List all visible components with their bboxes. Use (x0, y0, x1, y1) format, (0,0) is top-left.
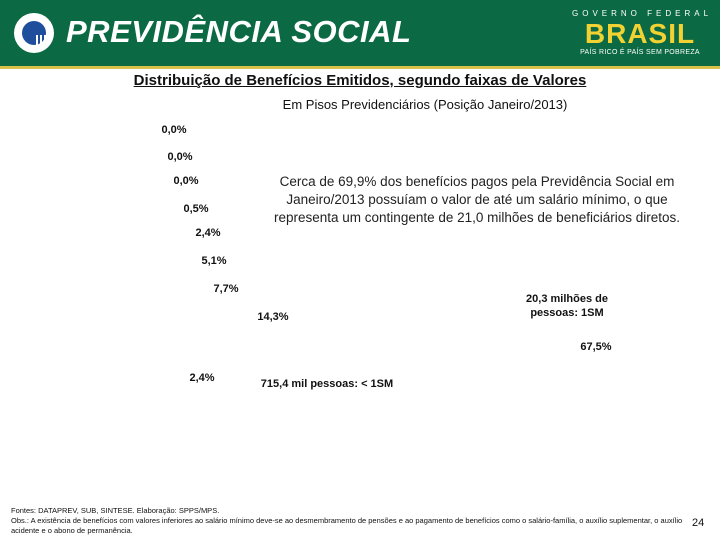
pie-slice-label-9: 2,4% (189, 372, 214, 384)
pie-slice-label-4: 2,4% (195, 227, 220, 239)
pie-slice-label-6: 0,0% (173, 175, 198, 187)
pie-slice-label-3: 5,1% (201, 255, 226, 267)
pie-slice-label-7: 0,0% (167, 151, 192, 163)
previdencia-logo-icon (14, 13, 54, 53)
footer: Fontes: DATAPREV, SUB, SINTESE. Elaboraç… (11, 506, 691, 536)
header-divider (0, 66, 720, 69)
pie-chart: 67,5% 14,3% 7,7% 5,1% 2,4% 0,5% 0,0% 0,0% 0,0% 2,… (161, 124, 611, 384)
pie-slice-label-2: 7,7% (213, 283, 238, 295)
pie-slice-label-0: 67,5% (580, 341, 611, 353)
chart-subtitle: Em Pisos Previdenciários (Posição Janeir… (282, 97, 568, 112)
gov-federal-label: GOVERNO FEDERAL (572, 9, 713, 18)
callout-text: Cerca de 69,9% dos benefícios pagos pela… (274, 174, 680, 225)
left-slice-annotation: 715,4 mil pessoas: < 1SM (260, 378, 394, 390)
pie-slice-label-8: 0,0% (161, 124, 186, 136)
pie-slice-label-5: 0,5% (183, 203, 208, 215)
right-slice-annotation: 20,3 milhões de pessoas: 1SM (526, 293, 608, 319)
pie-slice-label-1: 14,3% (257, 311, 288, 323)
footer-note: Obs.: A existência de benefícios com val… (11, 516, 683, 535)
header-bar: PREVIDÊNCIA SOCIAL GOVERNO FEDERAL BRASI… (0, 0, 720, 66)
chart-title: Distribuição de Benefícios Emitidos, seg… (133, 72, 587, 89)
brand-title: PREVIDÊNCIA SOCIAL (66, 14, 412, 49)
brasil-logo: BRASIL (584, 18, 696, 49)
gov-slogan: PAÍS RICO É PAÍS SEM POBREZA (580, 49, 700, 56)
footer-sources: Fontes: DATAPREV, SUB, SINTESE. Elaboraç… (11, 506, 220, 515)
page-number: 24 (692, 517, 705, 529)
